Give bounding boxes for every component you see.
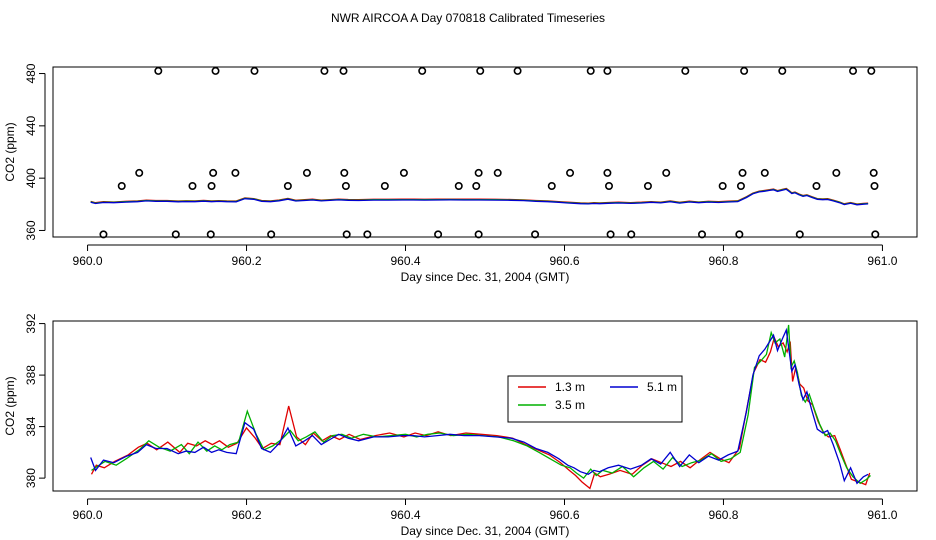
chart-title: NWR AIRCOA A Day 070818 Calibrated Times…: [331, 11, 605, 25]
scatter-point: [231, 168, 240, 177]
legend-label: 1.3 m: [555, 380, 585, 394]
x-tick-label: 960.2: [232, 254, 262, 268]
y-tick-label: 360: [24, 220, 38, 240]
scatter-point: [474, 230, 483, 239]
top-blue-line: [90, 188, 869, 206]
y-tick-label: 392: [24, 313, 38, 333]
scatter-point: [474, 168, 483, 177]
scatter-point: [339, 66, 348, 75]
x-tick-label: 960.2: [232, 508, 262, 522]
x-tick-label: 961.0: [867, 254, 897, 268]
scatter-point: [547, 182, 556, 191]
scatter-point: [117, 182, 126, 191]
scatter-point: [736, 182, 745, 191]
legend-label: 3.5 m: [555, 398, 585, 412]
y-tick-label: 440: [24, 116, 38, 136]
scatter-point: [250, 66, 259, 75]
y-tick-label: 388: [24, 365, 38, 385]
y-tick-label: 380: [24, 468, 38, 488]
series-line-1: [91, 324, 871, 485]
scatter-point: [340, 168, 349, 177]
scatter-point: [209, 168, 218, 177]
y-tick-label: 384: [24, 416, 38, 436]
scatter-point: [493, 168, 502, 177]
legend-label: 5.1 m: [647, 380, 677, 394]
x-tick-label: 960.6: [549, 508, 579, 522]
scatter-point: [605, 182, 614, 191]
scatter-point: [795, 230, 804, 239]
scatter-point: [341, 182, 350, 191]
scatter-point: [99, 230, 108, 239]
scatter-point: [476, 66, 485, 75]
scatter-point: [606, 230, 615, 239]
scatter-point: [154, 66, 163, 75]
x-tick-label: 961.0: [867, 508, 897, 522]
x-tick-label: 960.4: [390, 254, 420, 268]
scatter-point: [188, 182, 197, 191]
y-tick-label: 480: [24, 63, 38, 83]
scatter-point: [399, 168, 408, 177]
scatter-point: [812, 182, 821, 191]
scatter-point: [643, 182, 652, 191]
series-line-2: [90, 327, 869, 485]
plot-frame: [52, 320, 918, 492]
scatter-point: [283, 182, 292, 191]
scatter-point: [207, 182, 216, 191]
x-axis-label: Day since Dec. 31, 2004 (GMT): [401, 270, 570, 284]
scatter-point: [171, 230, 180, 239]
scatter-point: [320, 66, 329, 75]
scatter-point: [206, 230, 215, 239]
scatter-point: [418, 66, 427, 75]
scatter-point: [513, 66, 522, 75]
scatter-point: [718, 182, 727, 191]
scatter-point: [698, 230, 707, 239]
scatter-point: [735, 230, 744, 239]
scatter-point: [454, 182, 463, 191]
scatter-point: [760, 168, 769, 177]
scatter-point: [871, 230, 880, 239]
scatter-point: [434, 230, 443, 239]
x-tick-label: 960.4: [390, 508, 420, 522]
scatter-point: [778, 66, 787, 75]
scatter-point: [135, 168, 144, 177]
scatter-point: [740, 66, 749, 75]
scatter-point: [566, 168, 575, 177]
scatter-point: [267, 230, 276, 239]
scatter-point: [211, 66, 220, 75]
scatter-point: [531, 230, 540, 239]
bottom-panel: 960.0 960.2 960.4 960.6 960.8 961.0 Day since …: [3, 313, 918, 538]
scatter-point: [869, 168, 878, 177]
scatter-point: [627, 230, 636, 239]
scatter-point: [832, 168, 841, 177]
scatter-point: [681, 66, 690, 75]
scatter-point: [603, 66, 612, 75]
scatter-point: [380, 182, 389, 191]
scatter-point: [302, 168, 311, 177]
scatter-point: [363, 230, 372, 239]
scatter-point: [870, 182, 879, 191]
scatter-point: [603, 168, 612, 177]
x-tick-label: 960.8: [708, 254, 738, 268]
plot-frame: [52, 66, 918, 238]
legend-box: [507, 375, 683, 423]
scatter-point: [472, 182, 481, 191]
scatter-point: [342, 230, 351, 239]
x-tick-label: 960.0: [73, 254, 103, 268]
scatter-point: [738, 168, 747, 177]
scatter-point: [586, 66, 595, 75]
x-tick-label: 960.6: [549, 254, 579, 268]
scatter-point: [662, 168, 671, 177]
x-axis-label: Day since Dec. 31, 2004 (GMT): [401, 524, 570, 538]
scatter-point: [849, 66, 858, 75]
y-axis-label: CO2 (ppm): [3, 376, 17, 435]
y-axis-label: CO2 (ppm): [3, 122, 17, 181]
x-tick-label: 960.0: [73, 508, 103, 522]
scatter-point: [867, 66, 876, 75]
top-panel: 960.0 960.2 960.4 960.6 960.8 961.0 Day since …: [3, 63, 918, 284]
x-tick-label: 960.8: [708, 508, 738, 522]
y-tick-label: 400: [24, 168, 38, 188]
